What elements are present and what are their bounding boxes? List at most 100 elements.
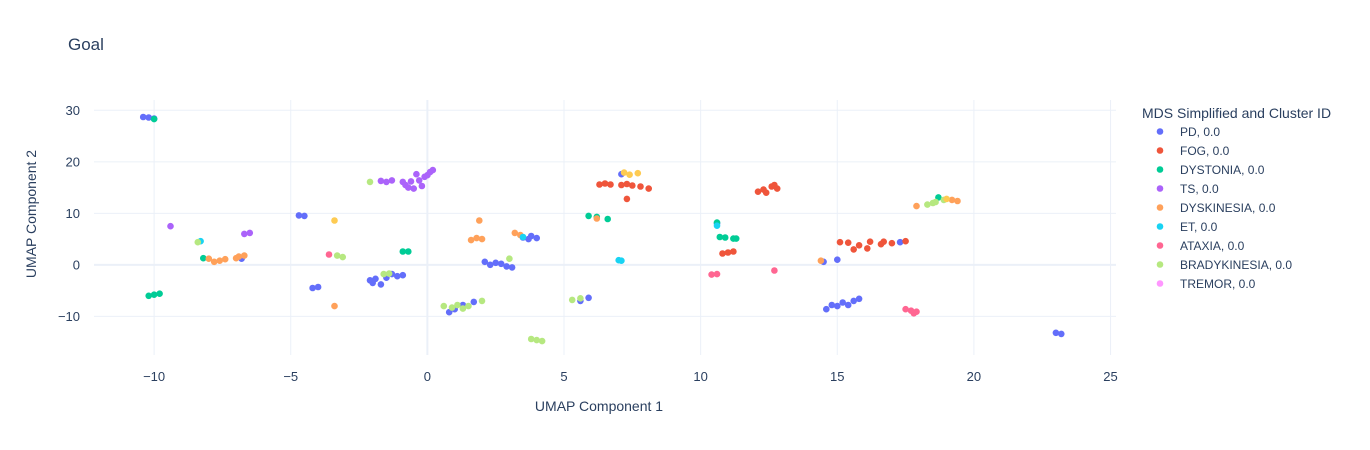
data-point[interactable] [508,264,516,271]
data-point[interactable] [817,257,825,265]
data-point[interactable] [620,169,628,176]
data-point[interactable] [626,171,633,178]
data-point[interactable] [708,271,715,278]
data-point[interactable] [596,181,603,188]
data-point[interactable] [645,185,652,192]
data-point[interactable] [844,239,852,246]
data-point[interactable] [948,196,956,204]
data-point[interactable] [618,181,625,189]
data-point[interactable] [377,177,385,185]
data-point[interactable] [577,295,584,302]
data-point[interactable] [497,260,505,268]
data-point[interactable] [902,237,909,245]
data-point[interactable] [888,239,896,247]
data-point[interactable] [167,222,174,230]
data-point[interactable] [405,184,412,191]
data-point[interactable] [216,257,223,265]
data-point[interactable] [465,302,472,310]
data-point[interactable] [910,310,918,317]
data-point[interactable] [850,297,857,305]
data-point[interactable] [593,215,601,222]
data-point[interactable] [724,249,732,256]
data-point[interactable] [834,302,841,310]
data-point[interactable] [478,297,486,305]
data-point[interactable] [503,263,510,270]
data-point[interactable] [713,222,721,229]
data-point[interactable] [486,261,494,269]
data-point[interactable] [511,229,519,237]
data-point[interactable] [721,234,729,241]
data-point[interactable] [730,248,737,255]
data-point[interactable] [429,166,437,174]
legend-item[interactable]: FOG, 0.0 [1156,144,1230,158]
data-point[interactable] [413,170,420,178]
data-point[interactable] [241,252,248,259]
data-point[interactable] [519,233,527,241]
data-point[interactable] [771,181,778,189]
data-point[interactable] [913,202,920,210]
data-point[interactable] [399,248,407,255]
data-point[interactable] [834,256,841,264]
data-point[interactable] [864,245,871,252]
data-point[interactable] [388,177,396,184]
data-point[interactable] [470,298,478,306]
legend-item[interactable]: ET, 0.0 [1156,220,1218,234]
data-point[interactable] [333,252,341,259]
data-point[interactable] [235,253,243,260]
data-point[interactable] [150,291,158,299]
data-point[interactable] [399,271,407,279]
data-point[interactable] [618,257,625,265]
data-point[interactable] [623,180,631,188]
legend-items[interactable]: PD, 0.0 FOG, 0.0 DYSTONIA, 0.0 TS, 0.0 DYSKI… [1156,125,1293,291]
data-point[interactable] [301,212,308,220]
data-point[interactable] [527,232,535,240]
data-point[interactable] [467,236,475,244]
legend-item[interactable]: DYSTONIA, 0.0 [1156,163,1265,177]
data-point[interactable] [823,305,830,313]
data-point[interactable] [866,238,874,245]
data-point[interactable] [1058,330,1065,338]
data-point[interactable] [506,255,513,262]
data-point[interactable] [415,177,423,184]
data-point[interactable] [314,283,322,291]
data-point[interactable] [476,217,483,224]
data-point[interactable] [607,181,614,188]
data-point[interactable] [377,281,385,288]
data-point[interactable] [210,258,218,266]
legend-item[interactable]: DYSKINESIA, 0.0 [1156,201,1276,215]
data-point[interactable] [585,212,592,220]
data-point[interactable] [325,251,333,258]
data-point[interactable] [418,182,426,190]
data-point[interactable] [713,270,721,278]
data-point[interactable] [295,212,303,219]
data-point[interactable] [850,246,857,253]
data-point[interactable] [478,235,486,243]
data-point[interactable] [527,335,535,343]
data-point[interactable] [246,229,254,237]
data-point[interactable] [454,301,461,309]
legend-item[interactable]: PD, 0.0 [1156,125,1221,139]
data-point[interactable] [221,255,229,263]
data-point[interactable] [394,272,401,280]
data-point[interactable] [145,292,152,300]
data-point[interactable] [924,201,931,208]
data-point[interactable] [385,270,393,277]
data-point[interactable] [629,182,636,189]
data-point[interactable] [405,248,412,255]
data-point[interactable] [568,296,576,304]
data-point[interactable] [754,188,762,195]
data-point[interactable] [533,336,540,344]
data-point[interactable] [943,195,950,203]
data-point[interactable] [241,230,248,238]
data-point[interactable] [200,254,207,262]
data-point[interactable] [339,253,347,261]
data-point[interactable] [139,113,147,121]
data-point[interactable] [902,305,909,313]
data-point[interactable] [533,234,540,242]
legend-item[interactable]: TS, 0.0 [1156,182,1219,196]
data-point[interactable] [1052,329,1060,337]
data-point[interactable] [585,294,592,302]
data-point[interactable] [459,305,467,312]
data-point[interactable] [954,197,961,205]
legend-item[interactable]: TREMOR, 0.0 [1156,277,1256,291]
